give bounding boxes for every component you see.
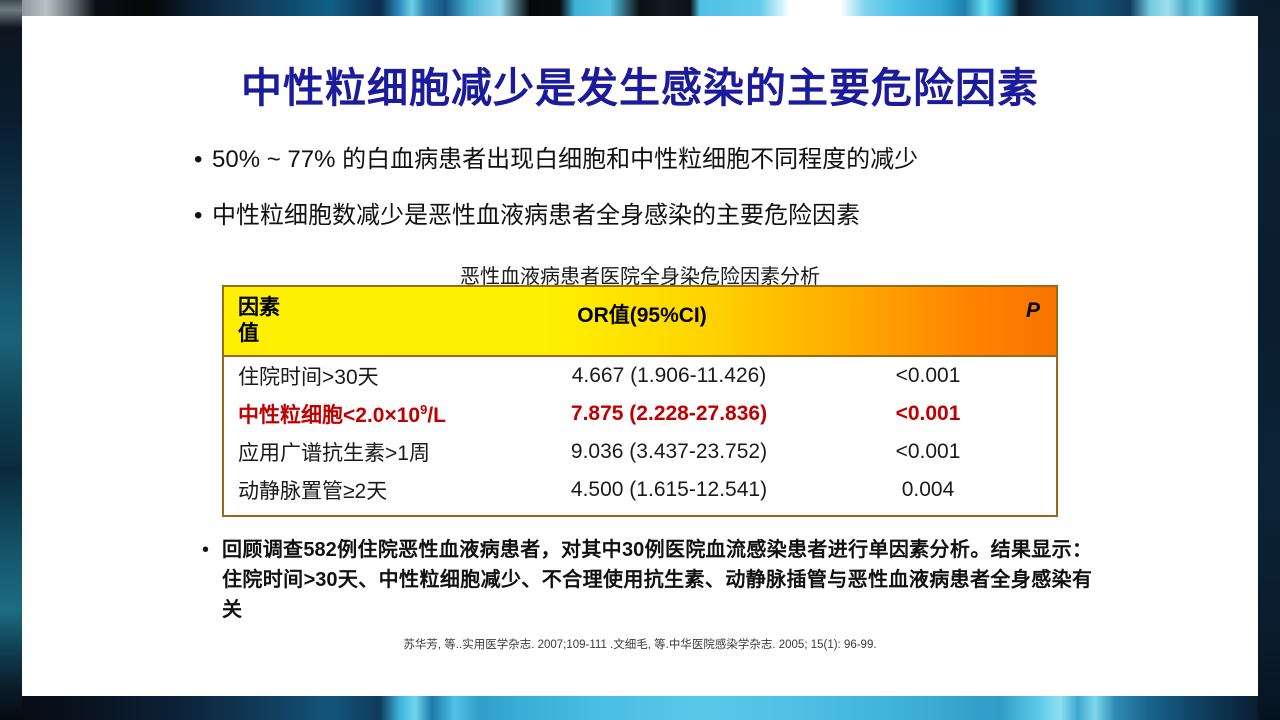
decorative-right-band (1258, 0, 1280, 720)
decorative-top-band (0, 0, 1280, 16)
cell-or: 4.500 (1.615-12.541) (570, 478, 768, 501)
table-header-factor-line2: 值 (238, 322, 259, 346)
table-header-factor-line1: 因素 (238, 296, 280, 319)
cell-factor: 动静脉置管≥2天 (238, 480, 388, 503)
table-row: 动静脉置管≥2天 4.500 (1.615-12.541) 0.004 (224, 471, 1056, 509)
cell-p: <0.001 (895, 402, 961, 425)
decorative-bottom-band (0, 696, 1280, 720)
table-header-factor: 因素 值 (238, 295, 280, 347)
cell-or: 4.667 (1.906-11.426) (571, 364, 767, 387)
cell-p: 0.004 (901, 478, 955, 501)
cell-factor-superscript: 9 (420, 402, 428, 417)
cell-or: 7.875 (2.228-27.836) (570, 402, 768, 425)
cell-p: <0.001 (895, 440, 961, 463)
bullet-marker-icon: • (202, 539, 210, 561)
table-caption: 恶性血液病患者医院全身染危险因素分析 (460, 266, 820, 288)
bullet-marker-icon: • (194, 146, 203, 173)
list-item-text: 回顾调查582例住院恶性血液病患者，对其中30例医院血流感染患者进行单因素分析。… (222, 539, 1092, 621)
table-header-or: OR值(95%CI) (577, 304, 707, 327)
cell-factor: 住院时间>30天 (238, 366, 379, 389)
slide-content-card: 中性粒细胞减少是发生感染的主要危险因素 • 50% ~ 77% 的白血病患者出现… (22, 16, 1258, 696)
table-row: 住院时间>30天 4.667 (1.906-11.426) <0.001 (224, 357, 1056, 395)
bullet-marker-icon: • (194, 202, 203, 230)
table-row: 中性粒细胞<2.0×109/L 7.875 (2.228-27.836) <0.… (224, 395, 1056, 433)
reference-footnote: 苏华芳, 等..实用医学杂志. 2007;109-111 .文细毛, 等.中华医… (403, 639, 877, 651)
table-header-row: 因素 值 OR值(95%CI) P (224, 287, 1056, 357)
table-header-p: P (1025, 299, 1040, 322)
bottom-bullet-list: • 回顾调查582例住院恶性血液病患者，对其中30例医院血流感染患者进行单因素分… (202, 535, 1092, 625)
table-row: 应用广谱抗生素>1周 9.036 (3.437-23.752) <0.001 (224, 433, 1056, 471)
decorative-left-band (0, 0, 22, 720)
cell-factor-tail: /L (427, 404, 447, 427)
cell-factor: 应用广谱抗生素>1周 (238, 442, 430, 465)
page-title: 中性粒细胞减少是发生感染的主要危险因素 (241, 64, 1039, 112)
list-item-text: 中性粒细胞数减少是恶性血液病患者全身感染的主要危险因素 (212, 202, 860, 230)
risk-factor-table: 因素 值 OR值(95%CI) P 住院时间>30天 4.667 (1.906-… (222, 285, 1058, 517)
list-item: • 50% ~ 77% 的白血病患者出现白细胞和中性粒细胞不同程度的减少 (194, 144, 1194, 176)
cell-p: <0.001 (895, 364, 961, 387)
cell-factor: 中性粒细胞<2.0×109/L (224, 399, 504, 429)
list-item: • 中性粒细胞数减少是恶性血液病患者全身感染的主要危险因素 (194, 200, 1194, 232)
list-item-text: 50% ~ 77% 的白血病患者出现白细胞和中性粒细胞不同程度的减少 (212, 146, 919, 173)
top-bullet-list: • 50% ~ 77% 的白血病患者出现白细胞和中性粒细胞不同程度的减少 • 中… (194, 144, 1194, 256)
cell-factor-base: 中性粒细胞<2.0×10 (238, 404, 421, 427)
cell-or: 9.036 (3.437-23.752) (570, 440, 768, 463)
